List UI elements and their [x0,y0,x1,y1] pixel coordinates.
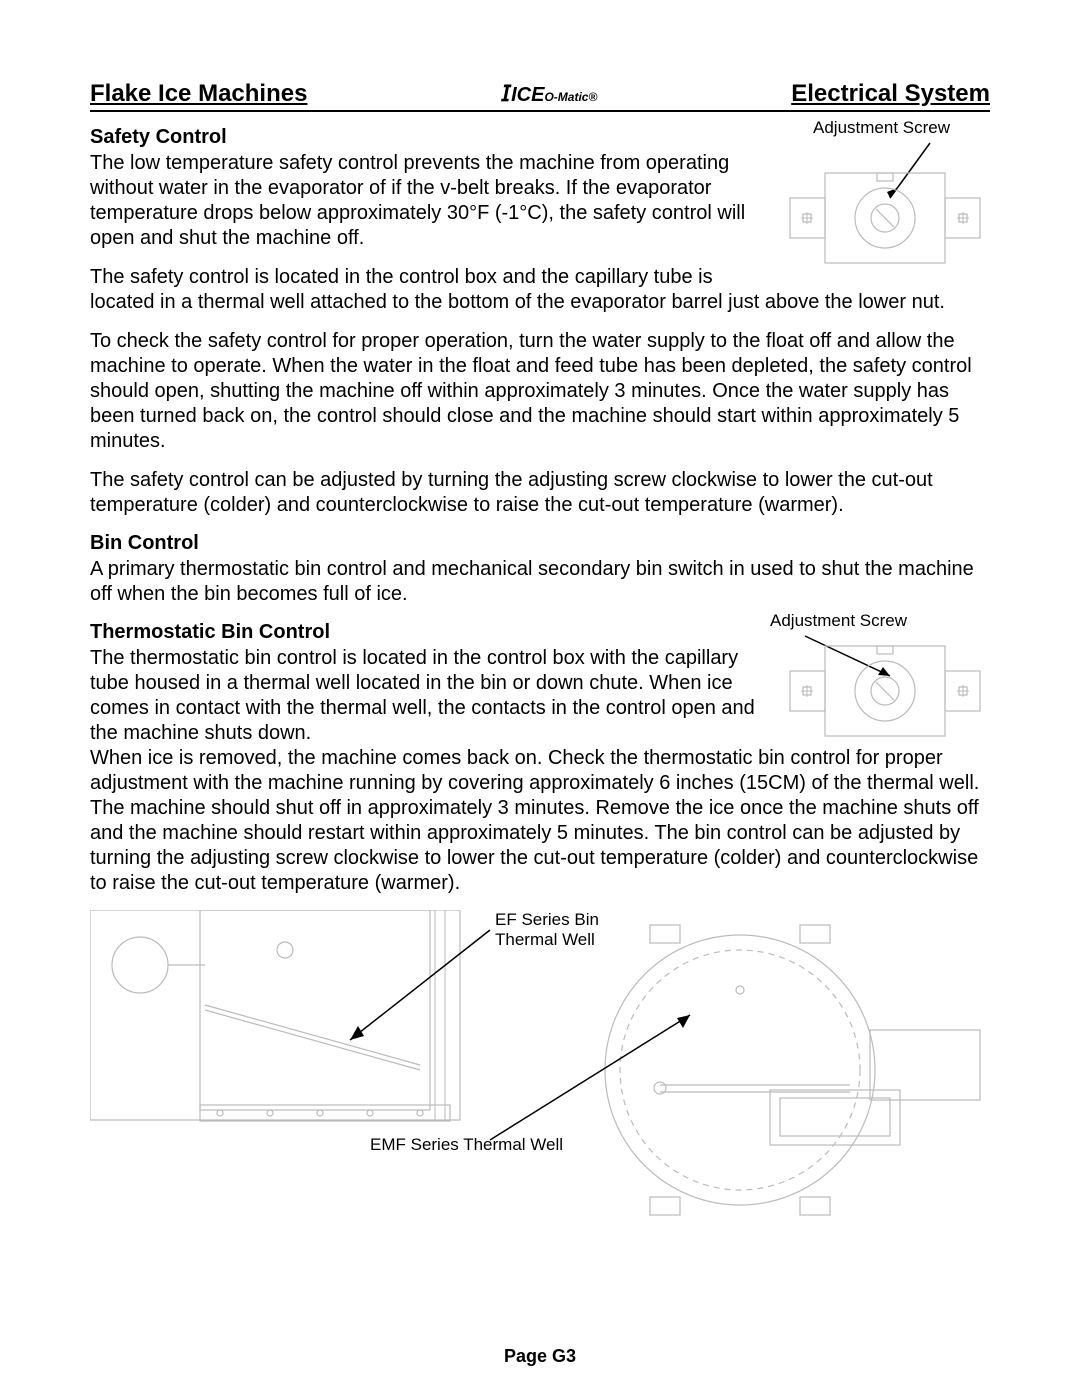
emf-label: EMF Series Thermal Well [370,1135,563,1155]
safety-p3: To check the safety control for proper o… [90,329,990,454]
therm-figure: Adjustment Screw [770,611,990,746]
safety-figure: Adjustment Screw [780,118,990,283]
ef-label: EF Series Bin Thermal Well [495,910,635,950]
safety-p4: The safety control can be adjusted by tu… [90,468,990,518]
page-header: Flake Ice Machines 𝘐ICEO-Matic® Electric… [90,80,990,112]
bin-p1: A primary thermostatic bin control and m… [90,557,990,607]
header-left: Flake Ice Machines [90,80,307,108]
adjustment-screw-diagram-1 [780,138,990,278]
therm-p2: When ice is removed, the machine comes b… [90,746,990,896]
therm-figure-label: Adjustment Screw [770,611,990,631]
header-right: Electrical System [791,80,990,108]
safety-figure-label: Adjustment Screw [780,118,990,138]
adjustment-screw-diagram-2 [770,631,990,741]
page-footer: Page G3 [0,1346,1080,1367]
page: Flake Ice Machines 𝘐ICEO-Matic® Electric… [0,0,1080,1397]
header-brand: 𝘐ICEO-Matic® [501,81,597,107]
brand-prefix: ICE [511,84,544,106]
thermal-well-diagrams [90,910,990,1230]
bottom-diagrams: EF Series Bin Thermal Well EMF Series Th… [90,910,990,1230]
bin-heading: Bin Control [90,532,990,555]
brand-suffix: O-Matic® [544,90,597,104]
